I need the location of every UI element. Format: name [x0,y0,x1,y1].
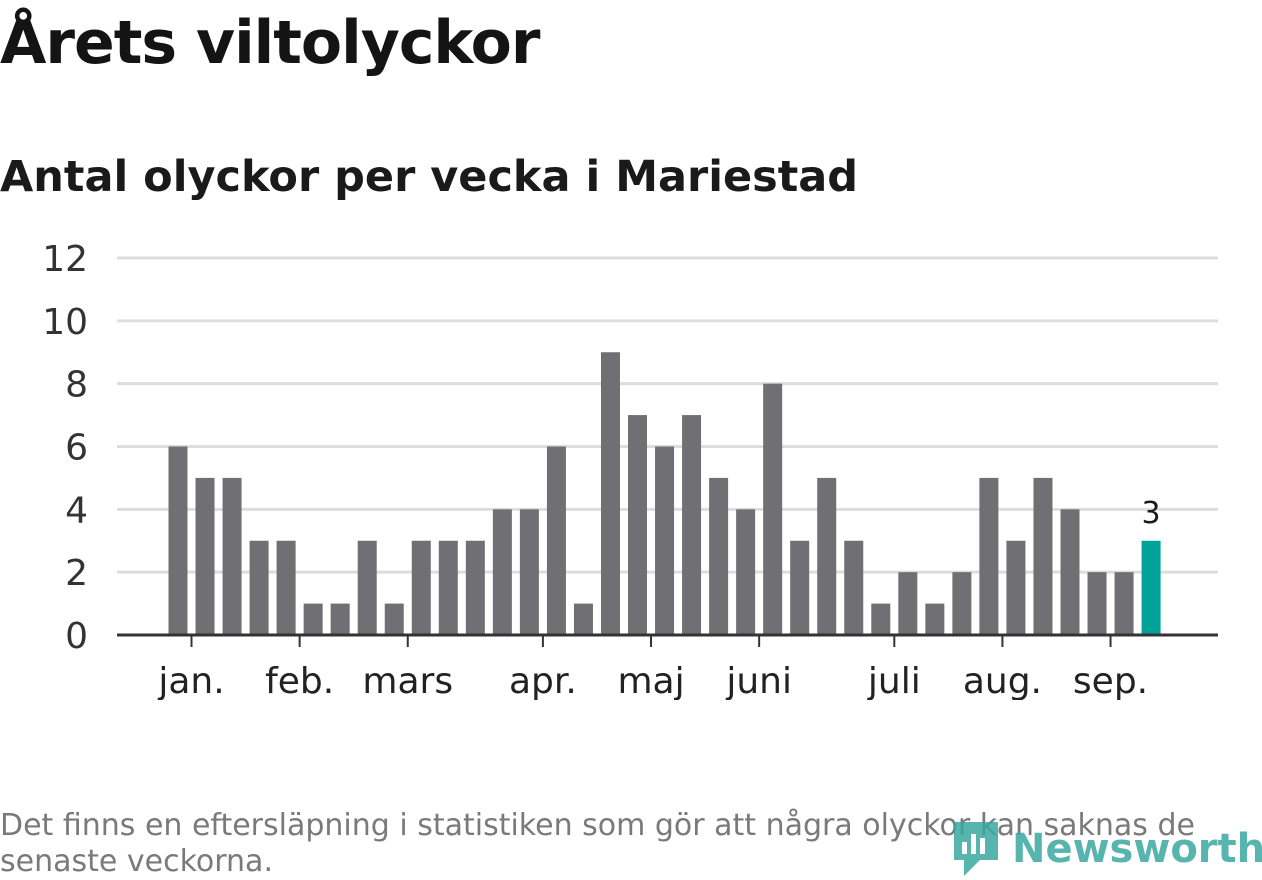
data-label: 3 [1142,496,1161,531]
bar [438,540,458,635]
bar [709,477,729,635]
x-tick-labels: jan. feb. mars apr. maj juni juli aug. sep. [157,661,1148,700]
bar [1114,572,1134,635]
annotations: 3 [1142,496,1161,531]
bar [682,415,702,635]
x-tick-label: juni [725,661,792,700]
bar [817,477,837,635]
x-tick-label: feb. [265,661,334,700]
bar [979,477,999,635]
bar [763,383,783,635]
x-tick-label: mars [362,661,453,700]
x-tick-label: sep. [1073,661,1148,700]
bar [925,603,945,635]
bar [276,540,296,635]
bar [330,603,350,635]
y-tick-label: 12 [42,239,88,280]
x-tick-label: maj [617,661,684,700]
y-tick-label: 8 [65,365,88,406]
y-tick-label: 10 [42,302,88,343]
bar [222,477,242,635]
x-tick-label: jan. [157,661,224,700]
bars [168,352,1161,635]
y-tick-labels: 0 2 4 6 8 10 12 [42,239,88,657]
bar [384,603,404,635]
bar [303,603,323,635]
bar [600,352,620,635]
logo-text: Newsworthy [1012,826,1262,872]
bar [519,509,539,635]
newsworthy-logo-icon [954,822,998,876]
bar [952,572,972,635]
bar [736,509,756,635]
x-tick-marks [190,635,1112,647]
chart-title: Årets viltolyckor [0,8,540,78]
bar [1033,477,1053,635]
bar [898,572,918,635]
y-tick-label: 6 [65,428,88,469]
bar [1087,572,1107,635]
bar [168,446,188,635]
bar [492,509,512,635]
y-tick-label: 0 [65,616,88,657]
x-tick-label: apr. [509,661,577,700]
bar [573,603,593,635]
bar [871,603,891,635]
y-tick-label: 2 [65,553,88,594]
bar [1060,509,1080,635]
newsworthy-logo: Newsworthy [950,820,1262,878]
bar [357,540,377,635]
bar [546,446,566,635]
x-tick-label: juli [867,661,921,700]
bar [844,540,864,635]
x-tick-label: aug. [963,661,1042,700]
bar [790,540,810,635]
bar [411,540,431,635]
bar [1141,540,1161,635]
bar [655,446,675,635]
bar [465,540,485,635]
bar [249,540,269,635]
bar [195,477,215,635]
y-tick-label: 4 [65,490,88,531]
bar [1006,540,1026,635]
chart-subtitle: Antal olyckor per vecka i Mariestad [0,152,859,202]
bar-chart: 0 2 4 6 8 10 12 jan. feb. mars apr. maj juni juli aug… [42,239,1218,700]
bar [628,415,648,635]
